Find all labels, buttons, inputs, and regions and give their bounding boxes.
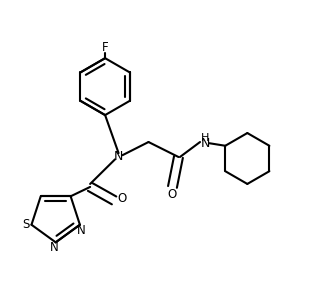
Text: F: F	[102, 41, 108, 54]
Text: H: H	[201, 133, 210, 143]
Text: N: N	[77, 224, 86, 237]
Text: S: S	[22, 218, 30, 231]
Text: N: N	[50, 241, 59, 254]
Text: O: O	[117, 192, 126, 205]
Text: O: O	[168, 188, 177, 201]
Text: N: N	[114, 150, 123, 163]
Text: N: N	[201, 137, 210, 150]
